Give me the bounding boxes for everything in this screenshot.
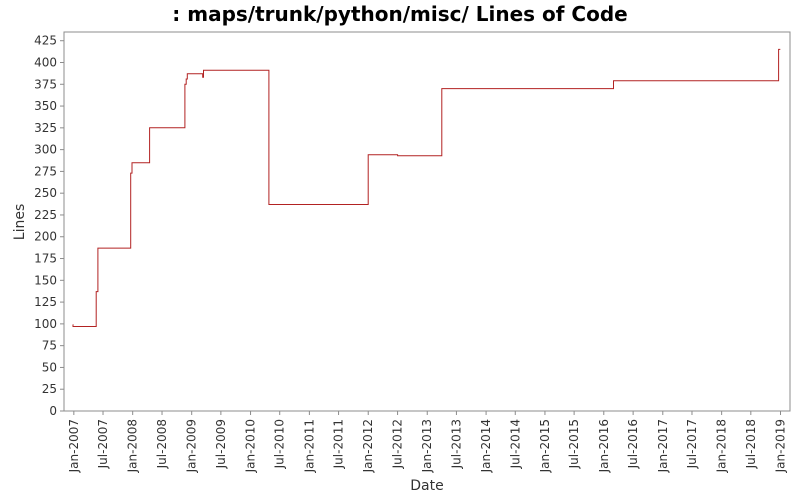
x-tick-label: Jul-2015	[567, 419, 581, 469]
chart-title: : maps/trunk/python/misc/ Lines of Code	[172, 2, 627, 26]
series-layer	[72, 48, 781, 327]
x-tick-label: Jan-2018	[715, 419, 729, 473]
y-axis-label: Lines	[12, 204, 28, 240]
y-tick-label: 0	[49, 404, 57, 418]
x-tick-label: Jan-2019	[773, 419, 787, 473]
y-tick-label: 375	[34, 77, 57, 91]
x-tick-label: Jan-2007	[67, 419, 81, 473]
y-tick-label: 425	[34, 34, 57, 48]
x-tick-label: Jan-2010	[244, 419, 258, 473]
x-tick-label: Jul-2017	[685, 419, 699, 469]
y-tick-label: 150	[34, 273, 57, 287]
y-axis: 0 25 50 75 100 125 150 175 200 225 250 275 300 325 350…	[34, 34, 64, 418]
x-tick-label: Jan-2009	[185, 419, 199, 473]
x-tick-label: Jan-2015	[538, 419, 552, 473]
y-tick-label: 225	[34, 208, 57, 222]
y-tick-label: 100	[34, 317, 57, 331]
x-tick-label: Jan-2014	[479, 419, 493, 473]
x-tick-label: Jan-2008	[126, 419, 140, 473]
y-tick-label: 200	[34, 230, 57, 244]
x-tick-label: Jul-2018	[744, 419, 758, 469]
x-tick-label: Jul-2016	[626, 419, 640, 469]
y-tick-label: 175	[34, 252, 57, 266]
y-tick-label: 75	[42, 339, 57, 353]
x-tick-label: Jan-2013	[420, 419, 434, 473]
y-tick-label: 275	[34, 164, 57, 178]
y-tick-label: 50	[42, 360, 57, 374]
x-axis-label: Date	[410, 478, 443, 494]
y-tick-label: 400	[34, 55, 57, 69]
x-tick-label: Jul-2011	[332, 419, 346, 469]
x-tick-label: Jul-2007	[96, 419, 110, 469]
x-tick-label: Jul-2010	[273, 419, 287, 469]
x-tick-label: Jul-2009	[214, 419, 228, 469]
x-tick-label: Jan-2011	[302, 419, 316, 473]
x-tick-label: Jul-2012	[391, 419, 405, 469]
y-tick-label: 325	[34, 121, 57, 135]
x-tick-label: Jan-2012	[361, 419, 375, 473]
x-axis: Jan-2007 Jul-2007 Jan-2008 Jul-2008 Jan-2009…	[67, 411, 787, 473]
x-tick-label: Jul-2008	[155, 419, 169, 469]
x-tick-label: Jul-2014	[508, 419, 522, 469]
x-tick-label: Jan-2016	[597, 419, 611, 473]
series-line	[72, 48, 781, 327]
y-tick-label: 250	[34, 186, 57, 200]
y-tick-label: 350	[34, 99, 57, 113]
y-tick-label: 125	[34, 295, 57, 309]
plot-area	[63, 31, 791, 412]
y-tick-label: 300	[34, 143, 57, 157]
x-tick-label: Jul-2013	[449, 419, 463, 469]
y-tick-label: 25	[42, 382, 57, 396]
x-tick-label: Jan-2017	[656, 419, 670, 473]
